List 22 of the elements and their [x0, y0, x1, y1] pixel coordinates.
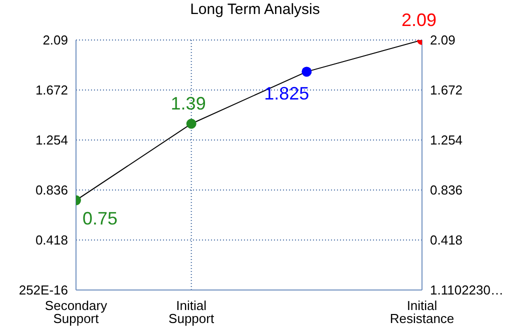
y2-tick-label: 1.1102230…	[430, 282, 504, 298]
y-tick-label: 0.836	[35, 182, 68, 198]
data-label: 1.39	[170, 94, 206, 114]
x-tick-label: Secondary Support	[44, 298, 108, 326]
data-label: 1.825	[264, 84, 310, 104]
chart-title: Long Term Analysis	[190, 1, 320, 18]
y2-tick-label: 1.672	[430, 82, 463, 98]
y-tick-label: 1.254	[35, 132, 68, 148]
y2-tick-label: 2.09	[430, 32, 456, 48]
y-tick-label: 252E-16	[18, 282, 68, 298]
point	[302, 66, 312, 77]
x-tick-label: Initial Support	[168, 298, 214, 326]
y2-tick-label: 1.254	[430, 132, 463, 148]
data-label: 0.75	[82, 208, 118, 228]
y2-tick-label: 0.418	[430, 232, 463, 248]
x-tick-label: Initial Resistance	[390, 298, 454, 326]
y-tick-label: 1.672	[35, 82, 68, 98]
y-tick-label: 0.418	[35, 232, 68, 248]
y2-tick-label: 0.836	[430, 182, 463, 198]
point	[186, 118, 196, 129]
y-tick-label: 2.09	[42, 32, 68, 48]
data-label: 2.09	[401, 10, 437, 30]
